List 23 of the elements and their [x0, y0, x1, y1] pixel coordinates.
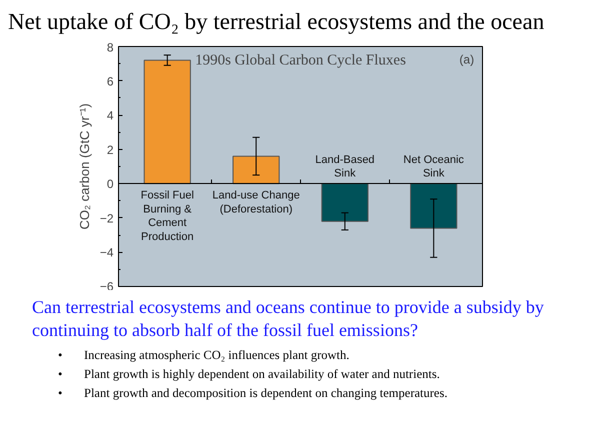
y-axis-title: CO₂ carbon (GtC yr⁻¹) — [76, 103, 92, 230]
bar — [410, 183, 458, 229]
text: • Increasing atmospheric CO₂ influences plant growth. — [58, 348, 350, 362]
chart-title: Net uptake of CO₂ by terrestrial ecosystems and the ocean — [8, 8, 544, 36]
annotation: (a) — [459, 52, 474, 66]
text: • Plant growth and decomposition is dependent on changing temperatures. — [58, 386, 448, 400]
text: • Plant growth is highly dependent on availability of water and nutrients. — [58, 366, 440, 381]
y-tick-label: 0 — [106, 177, 114, 192]
x-tick-label: Land-Based Sink — [315, 154, 375, 180]
x-tick-label: Net Oceanic Sink — [403, 154, 464, 180]
y-tick-label: 6 — [106, 74, 114, 88]
y-tick-label: −4 — [100, 246, 114, 260]
y-tick-label: 4 — [106, 108, 114, 123]
bar — [144, 60, 191, 184]
y-tick-label: 2 — [106, 142, 114, 157]
bar — [321, 183, 368, 222]
bar — [232, 156, 280, 184]
y-tick-label: −2 — [100, 211, 114, 226]
x-tick-label: Fossil Fuel Burning & Cement Production — [140, 190, 194, 244]
y-tick-label: 8 — [106, 40, 114, 54]
text: Can terrestrial ecosystems and oceans continue to provide a subsidy by continuing to absorb half of the fossil fuel emissions? — [32, 296, 545, 341]
x-tick-label: Land-use Change (Deforestation) — [212, 190, 300, 216]
chart-subtitle: 1990s Global Carbon Cycle Fluxes — [195, 52, 406, 68]
